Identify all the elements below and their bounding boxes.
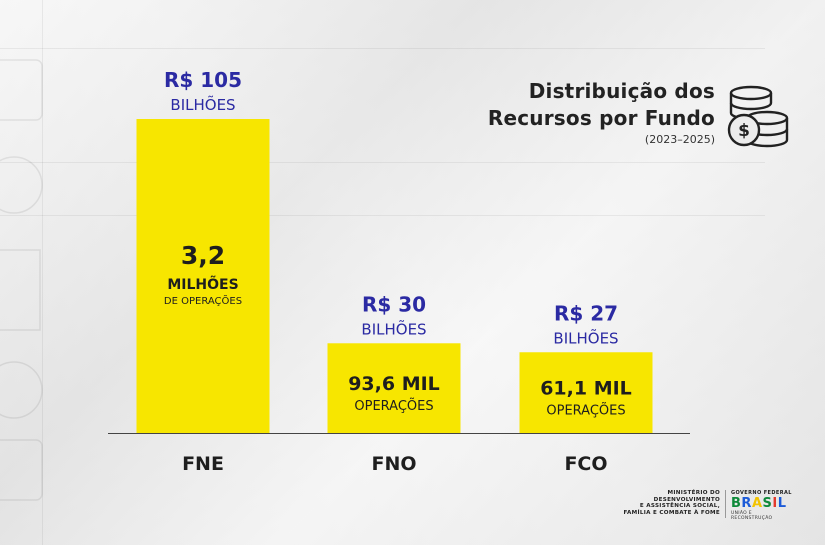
ministry-line: MINISTÉRIO DO [667,490,720,496]
gov-subtitle: UNIÃO E RECONSTRUÇÃO [731,511,773,521]
ministry-logo-text: MINISTÉRIO DO DESENVOLVIMENTO E ASSISTÊN… [624,490,720,516]
value-label-unit: BILHÕES [553,328,618,347]
category-label: FNE [182,453,224,475]
category-label: FNO [371,453,416,475]
ministry-line: E ASSISTÊNCIA SOCIAL, [639,503,720,510]
ministry-line: DESENVOLVIMENTO [653,496,720,503]
background-gridline [0,215,765,216]
ministry-line: FAMÍLIA E COMBATE À FOME [623,509,720,516]
decorative-outline-letters [0,59,43,501]
background-gridline [0,162,765,163]
operations-number: 3,2 [181,241,225,270]
gov-letter: L [777,496,787,511]
gov-letter: S [762,496,773,511]
chart-title-line-1: Distribuição dos [528,79,715,103]
chart-title-block: Distribuição dos Recursos por Fundo (202… [488,78,715,146]
bar-fno [327,343,461,433]
operations-number: 61,1 MIL [540,378,632,400]
category-label: FCO [564,453,607,475]
value-label-amount: R$ 30 [362,292,426,316]
chart-subtitle: (2023–2025) [644,133,715,146]
operations-unit: OPERAÇÕES [546,403,625,419]
background-gridline [0,48,765,49]
gov-top-text: GOVERNO FEDERAL [731,490,792,496]
government-logo: GOVERNO FEDERAL BRASIL UNIÃO E RECONSTRU… [731,490,793,521]
svg-text:$: $ [738,121,750,141]
background-vline [42,0,43,545]
bar-fne [136,119,270,433]
operations-sub: DE OPERAÇÕES [164,294,242,307]
logo-divider [725,490,726,518]
chart-title-line-2: Recursos por Fundo [487,106,715,130]
coins-dollar-icon: $ [727,85,789,148]
operations-unit: OPERAÇÕES [354,398,433,414]
operations-number: 93,6 MIL [348,373,440,395]
value-label-unit: BILHÕES [361,319,426,338]
gov-letter: B [731,496,742,511]
value-label-amount: R$ 105 [164,68,242,92]
gov-letter: I [772,496,778,511]
value-label-amount: R$ 27 [554,301,618,325]
gov-brasil-wordmark: BRASIL [731,496,793,511]
value-label-unit: BILHÕES [170,95,235,114]
gov-letter: R [741,496,752,511]
gov-letter: A [751,496,763,511]
operations-unit: MILHÕES [167,275,238,293]
bar-fco [519,352,653,433]
